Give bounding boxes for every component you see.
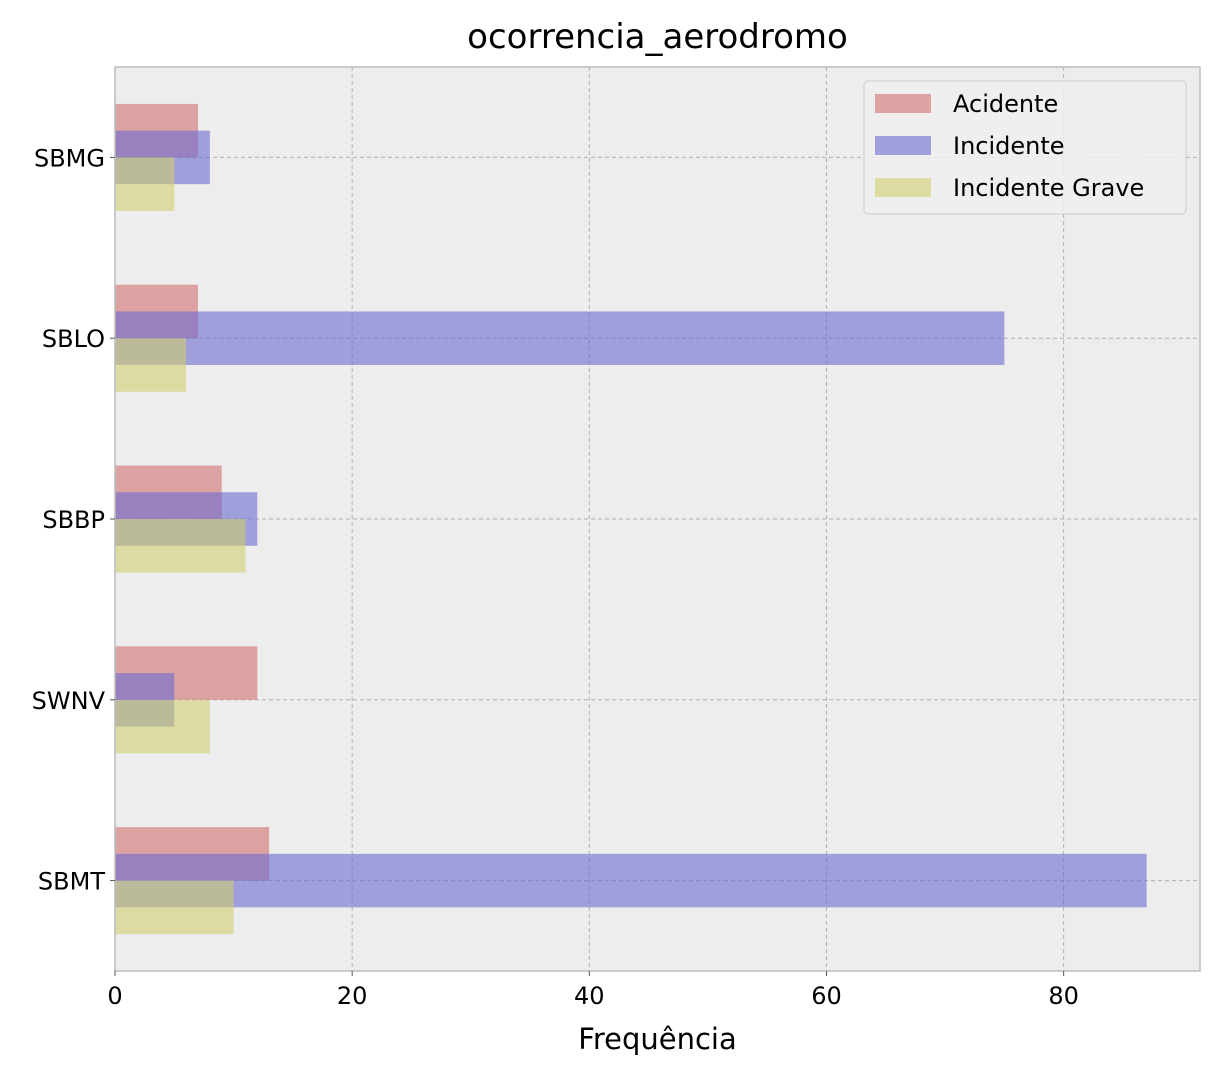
bars: [115, 103, 1147, 935]
legend-swatch: [875, 94, 931, 113]
bar-incidente-sblo: [115, 311, 1005, 365]
bar-incidente-sbmt: [115, 853, 1147, 908]
legend-label: Incidente: [953, 132, 1065, 160]
y-tick-label: SBMG: [34, 144, 105, 172]
bar-incidente-grave-sbbp: [115, 519, 246, 573]
legend-box: [863, 80, 1187, 215]
bar-incidente-grave-sbmg: [115, 157, 175, 211]
x-tick-label: 0: [107, 982, 122, 1010]
legend-swatch: [875, 178, 931, 197]
bar-incidente-grave-swnv: [115, 699, 210, 754]
y-tick-label: SWNV: [32, 687, 106, 715]
x-tick-label: 40: [574, 982, 605, 1010]
x-tick-label: 80: [1048, 982, 1079, 1010]
x-tick-label: 60: [811, 982, 842, 1010]
bar-incidente-grave-sblo: [115, 338, 187, 392]
y-tick-label: SBLO: [42, 325, 105, 353]
axis-ticks: 0 20 40 60 80 SBMG SBLO SBBP SWNV SBMT: [32, 144, 1079, 1010]
y-tick-label: SBBP: [42, 506, 105, 534]
legend-label: Acidente: [953, 90, 1058, 118]
legend-swatch: [875, 136, 931, 155]
x-tick-label: 20: [337, 982, 368, 1010]
legend-label: Incidente Grave: [953, 174, 1144, 202]
y-tick-label: SBMT: [38, 868, 105, 896]
bar-incidente-grave-sbmt: [115, 880, 234, 935]
chart-title: ocorrencia_aerodromo: [467, 17, 848, 57]
x-axis-label: Frequência: [578, 1022, 736, 1056]
legend: Acidente Incidente Incidente Grave: [863, 80, 1187, 215]
